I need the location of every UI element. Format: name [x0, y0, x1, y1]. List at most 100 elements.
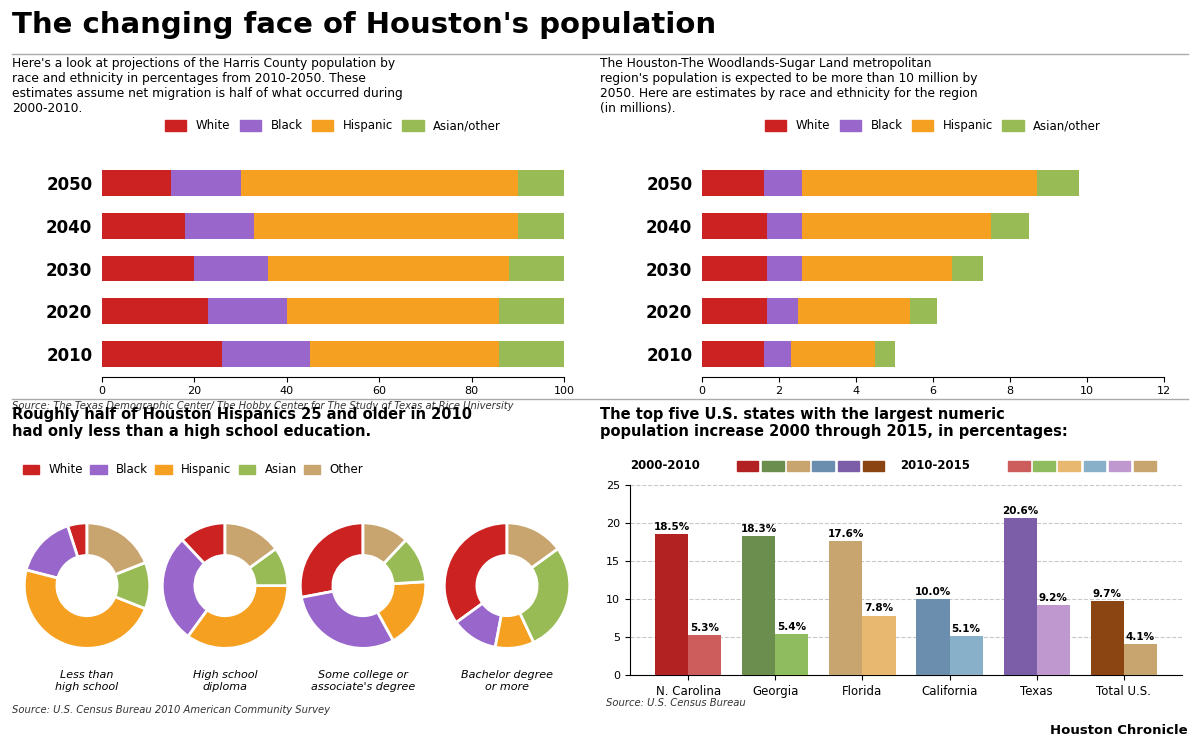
Bar [102, 341, 222, 367]
Wedge shape [182, 523, 224, 564]
Wedge shape [520, 549, 570, 642]
Bar [185, 213, 254, 239]
Wedge shape [444, 523, 508, 622]
Bar [209, 298, 287, 325]
Bar [917, 599, 949, 675]
Wedge shape [67, 523, 86, 557]
Wedge shape [226, 523, 276, 568]
Text: The changing face of Houston's population: The changing face of Houston's populatio… [12, 11, 716, 40]
Text: Here's a look at projections of the Harris County population by
race and ethnici: Here's a look at projections of the Harr… [12, 57, 403, 115]
Bar [763, 170, 802, 196]
Bar [688, 635, 721, 675]
Bar [102, 213, 185, 239]
Text: 18.3%: 18.3% [740, 524, 776, 533]
Bar [702, 170, 763, 196]
Wedge shape [250, 549, 288, 586]
Text: 17.6%: 17.6% [828, 529, 864, 539]
Text: 5.4%: 5.4% [778, 621, 806, 632]
Wedge shape [24, 570, 145, 648]
Wedge shape [300, 523, 362, 598]
Bar [802, 256, 953, 281]
Text: 7.8%: 7.8% [864, 604, 894, 613]
Bar [254, 213, 518, 239]
Text: Houston Chronicle: Houston Chronicle [1050, 724, 1188, 737]
Wedge shape [496, 613, 534, 648]
Bar [1091, 601, 1124, 675]
Bar [798, 298, 910, 325]
Bar [172, 170, 241, 196]
Text: The Houston-The Woodlands-Sugar Land metropolitan
region's population is expecte: The Houston-The Woodlands-Sugar Land met… [600, 57, 978, 115]
Bar [1124, 644, 1157, 675]
Text: 5.1%: 5.1% [952, 624, 980, 634]
Text: High school
diploma: High school diploma [193, 671, 257, 692]
Bar [241, 170, 518, 196]
Bar [829, 541, 863, 675]
Bar [702, 298, 768, 325]
Bar [518, 213, 564, 239]
Wedge shape [86, 523, 145, 574]
Bar [310, 341, 499, 367]
Bar [499, 298, 564, 325]
Wedge shape [115, 562, 150, 609]
Text: Some college or
associate's degree: Some college or associate's degree [311, 671, 415, 692]
Bar [949, 636, 983, 675]
Bar [102, 170, 172, 196]
Text: 10.0%: 10.0% [914, 587, 952, 597]
Wedge shape [456, 604, 502, 648]
Text: Source: U.S. Census Bureau: Source: U.S. Census Bureau [606, 698, 745, 707]
Text: 4.1%: 4.1% [1126, 632, 1154, 642]
Bar [702, 341, 763, 367]
Wedge shape [26, 526, 78, 578]
Bar [1037, 605, 1069, 675]
Bar [768, 298, 798, 325]
Bar [768, 213, 802, 239]
Bar [655, 534, 688, 675]
Bar [768, 256, 802, 281]
Text: 5.3%: 5.3% [690, 622, 719, 633]
Bar [269, 256, 509, 281]
Bar [875, 341, 894, 367]
Bar [518, 170, 564, 196]
Bar [1037, 170, 1079, 196]
Wedge shape [301, 592, 394, 648]
Bar [509, 256, 564, 281]
Bar [287, 298, 499, 325]
Bar [702, 256, 768, 281]
Bar [102, 256, 194, 281]
Text: 9.2%: 9.2% [1039, 593, 1068, 603]
Bar [222, 341, 310, 367]
Legend: White, Black, Hispanic, Asian/other: White, Black, Hispanic, Asian/other [161, 115, 505, 137]
Bar [863, 615, 895, 675]
Bar [802, 170, 1037, 196]
Text: Source: The Texas Demographic Center/ The Hobby Center for The Study of Texas at: Source: The Texas Demographic Center/ Th… [12, 401, 514, 411]
Bar [1003, 518, 1037, 675]
Text: The top five U.S. states with the largest numeric
population increase 2000 throu: The top five U.S. states with the larges… [600, 407, 1068, 439]
Wedge shape [188, 586, 288, 648]
Bar [702, 213, 768, 239]
Wedge shape [362, 523, 406, 564]
Bar [791, 341, 875, 367]
Wedge shape [508, 523, 558, 568]
Bar [910, 298, 937, 325]
Text: 2010-2015: 2010-2015 [900, 459, 970, 471]
Text: 20.6%: 20.6% [1002, 506, 1038, 516]
Legend: White, Black, Hispanic, Asian, Other: White, Black, Hispanic, Asian, Other [18, 459, 368, 481]
Text: 2000-2010: 2000-2010 [630, 459, 700, 471]
Wedge shape [384, 540, 426, 583]
Text: Roughly half of Houston Hispanics 25 and older in 2010
had only less than a high: Roughly half of Houston Hispanics 25 and… [12, 407, 472, 439]
Bar [194, 256, 269, 281]
Bar [775, 634, 809, 675]
Bar [743, 536, 775, 675]
Text: Less than
high school: Less than high school [55, 671, 119, 692]
Text: Bachelor degree
or more: Bachelor degree or more [461, 671, 553, 692]
Bar [763, 341, 791, 367]
Bar [953, 256, 983, 281]
Text: 18.5%: 18.5% [654, 522, 690, 532]
Bar [499, 341, 564, 367]
Wedge shape [378, 582, 426, 641]
Bar [991, 213, 1030, 239]
Legend: White, Black, Hispanic, Asian/other: White, Black, Hispanic, Asian/other [761, 115, 1105, 137]
Bar [802, 213, 991, 239]
Text: 9.7%: 9.7% [1093, 589, 1122, 599]
Text: Source: U.S. Census Bureau 2010 American Community Survey: Source: U.S. Census Bureau 2010 American… [12, 705, 330, 715]
